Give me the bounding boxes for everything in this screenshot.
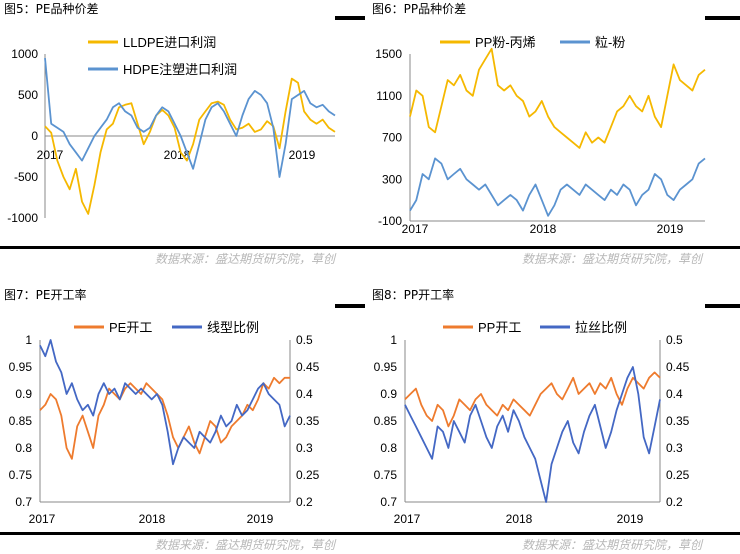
- y-tick-label: 0.95: [374, 360, 398, 374]
- x-tick-label: 2018: [139, 512, 166, 526]
- x-tick-label: 2017: [29, 512, 56, 526]
- title-bar: [705, 304, 740, 308]
- x-tick-label: 2018: [530, 222, 557, 236]
- series-line-0: [404, 371, 661, 428]
- y-tick-right-label: 0.3: [296, 441, 313, 455]
- y-tick-label: 700: [382, 131, 402, 145]
- y-tick-label: 1000: [11, 47, 38, 61]
- y-tick-label: 0.7: [15, 495, 32, 509]
- y-tick-right-label: 0.5: [296, 333, 313, 347]
- y-tick-label: -500: [14, 170, 38, 184]
- y-tick-label: 0.8: [15, 441, 32, 455]
- title-bar: [335, 16, 365, 20]
- source-note: 数据来源：盛达期货研究院，草创: [522, 538, 703, 552]
- section-divider: [0, 532, 740, 535]
- legend-label: 线型比例: [207, 320, 259, 335]
- legend-label: PP粉-丙烯: [475, 35, 536, 50]
- y-tick-right-label: 0.45: [666, 360, 690, 374]
- y-tick-label: 0.7: [380, 495, 397, 509]
- x-tick-label: 2019: [289, 148, 316, 162]
- y-tick-label: -100: [378, 214, 402, 228]
- series-line-1: [44, 58, 336, 178]
- source-note: 数据来源：盛达期货研究院，草创: [155, 252, 336, 266]
- figure-title-5: 图5：PE品种价差: [4, 2, 99, 16]
- y-tick-right-label: 0.35: [296, 414, 320, 428]
- y-tick-label: 0.9: [15, 387, 32, 401]
- x-tick-label: 2017: [394, 512, 421, 526]
- series-line-0: [409, 47, 706, 149]
- y-tick-right-label: 0.25: [666, 468, 690, 482]
- source-note: 数据来源：盛达期货研究院，草创: [155, 538, 336, 552]
- y-tick-label: 1: [390, 333, 397, 347]
- y-tick-right-label: 0.2: [296, 495, 313, 509]
- y-tick-label: 0: [31, 129, 38, 143]
- y-tick-label: -1000: [7, 211, 38, 225]
- legend-label: HDPE注塑进口利润: [123, 62, 237, 77]
- y-tick-label: 0.95: [9, 360, 33, 374]
- y-tick-right-label: 0.35: [666, 414, 690, 428]
- y-tick-label: 0.9: [380, 387, 397, 401]
- figure-title-6: 图6：PP品种价差: [372, 2, 467, 16]
- section-divider: [0, 246, 740, 249]
- legend-label: PE开工: [109, 320, 152, 335]
- title-bar: [705, 16, 740, 20]
- x-tick-label: 2019: [247, 512, 274, 526]
- x-tick-label: 2018: [506, 512, 533, 526]
- y-tick-label: 1100: [376, 89, 402, 103]
- y-tick-label: 0.85: [9, 414, 33, 428]
- series-line-0: [44, 77, 336, 215]
- series-line-1: [409, 157, 706, 217]
- figure-title-7: 图7：PE开工率: [4, 288, 87, 302]
- y-tick-right-label: 0.45: [296, 360, 320, 374]
- y-tick-right-label: 0.25: [296, 468, 320, 482]
- y-tick-label: 500: [18, 88, 38, 102]
- y-tick-label: 0.75: [374, 468, 398, 482]
- series-line-1: [39, 339, 291, 466]
- y-tick-label: 0.85: [374, 414, 398, 428]
- y-tick-label: 300: [382, 172, 402, 186]
- series-line-1: [404, 366, 661, 503]
- figure-title-8: 图8：PP开工率: [372, 288, 455, 302]
- y-tick-label: 0.8: [380, 441, 397, 455]
- x-tick-label: 2018: [164, 148, 191, 162]
- y-tick-label: 0.75: [9, 468, 33, 482]
- x-tick-label: 2017: [402, 222, 429, 236]
- y-tick-right-label: 0.4: [666, 387, 683, 401]
- y-tick-right-label: 0.3: [666, 441, 683, 455]
- source-note: 数据来源：盛达期货研究院，草创: [522, 252, 703, 266]
- y-tick-right-label: 0.2: [666, 495, 683, 509]
- x-tick-label: 2017: [37, 148, 64, 162]
- series-line-0: [39, 376, 290, 460]
- y-tick-right-label: 0.4: [296, 387, 313, 401]
- x-tick-label: 2019: [657, 222, 684, 236]
- y-tick-label: 1500: [375, 47, 402, 61]
- legend-label: LLDPE进口利润: [123, 35, 216, 50]
- y-tick-label: 1: [25, 333, 32, 347]
- legend-label: PP开工: [478, 320, 521, 335]
- y-tick-right-label: 0.5: [666, 333, 683, 347]
- title-bar: [335, 304, 365, 308]
- x-tick-label: 2019: [617, 512, 644, 526]
- legend-label: 拉丝比例: [575, 320, 627, 335]
- legend-label: 粒-粉: [595, 35, 625, 50]
